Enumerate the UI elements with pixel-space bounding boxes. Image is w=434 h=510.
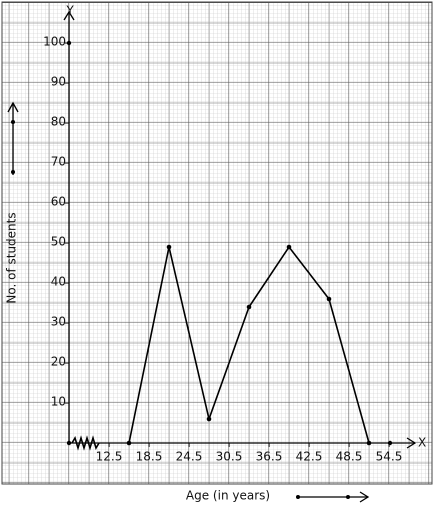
x-tick-label: 48.5 [336,450,363,464]
y-tick-label: 90 [51,75,66,89]
x-tick-label: 30.5 [216,450,243,464]
point [246,304,252,310]
decor-dots [11,40,393,499]
x-tick-label: 54.5 [376,450,403,464]
point [326,296,332,302]
y-tick-label: 10 [51,395,66,409]
x-axis-label: Age (in years) [186,489,270,503]
y-tick-label: 70 [51,155,66,169]
axes [7,10,417,503]
y-tick-label: 20 [51,355,66,369]
x-tick-label: 42.5 [296,450,323,464]
point [366,440,372,446]
y-tick-label: 60 [51,195,66,209]
x-axis-name: X [418,436,426,450]
x-tick-label: 24.5 [176,450,203,464]
point [166,244,172,250]
point [126,440,132,446]
point [286,244,292,250]
y-axis-name: Y [65,4,74,18]
y-tick-label: 50 [51,235,66,249]
y-axis-label: No. of students [5,212,19,303]
x-tick-label: 12.5 [96,450,123,464]
x-tick-label: 18.5 [136,450,163,464]
y-tick-label: 100 [43,35,66,49]
y-tick-label: 30 [51,315,66,329]
graph-paper [1,1,433,485]
y-tick-label: 80 [51,115,66,129]
x-tick-label: 36.5 [256,450,283,464]
point [206,416,212,422]
y-tick-label: 40 [51,275,66,289]
